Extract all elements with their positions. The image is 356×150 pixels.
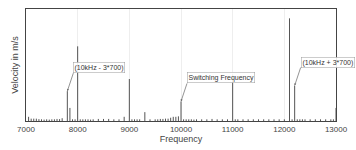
svg-text:9000: 9000 <box>120 125 138 134</box>
svg-text:12000: 12000 <box>273 125 296 134</box>
svg-text:10000: 10000 <box>170 125 193 134</box>
svg-text:Switching Frequency: Switching Frequency <box>189 74 254 82</box>
svg-text:(10kHz + 3*700): (10kHz + 3*700) <box>303 59 354 67</box>
svg-text:11000: 11000 <box>222 125 244 134</box>
svg-text:Velocity in m/s: Velocity in m/s <box>10 36 20 94</box>
svg-text:(10kHz - 3*700): (10kHz - 3*700) <box>75 64 124 72</box>
svg-text:13000: 13000 <box>325 125 348 134</box>
svg-text:Frequency: Frequency <box>160 134 203 144</box>
svg-text:7000: 7000 <box>17 125 35 134</box>
svg-text:8000: 8000 <box>69 125 87 134</box>
